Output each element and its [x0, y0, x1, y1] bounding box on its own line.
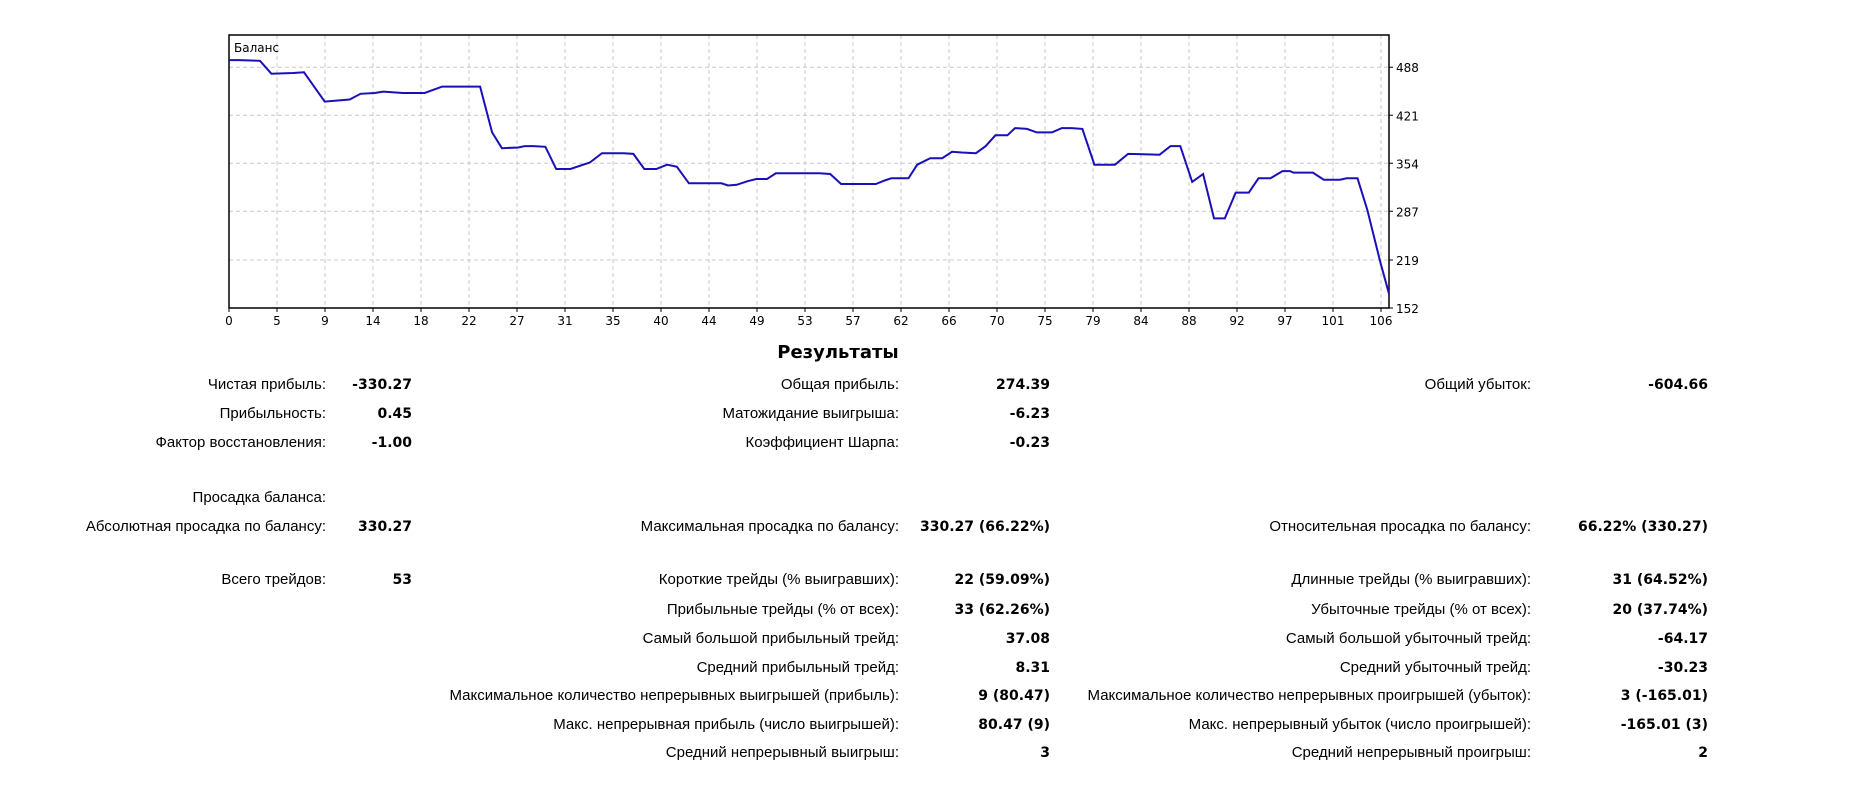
- y-tick-label: 354: [1396, 157, 1419, 171]
- result-label: Просадка баланса:: [192, 489, 326, 506]
- y-axis: 488 421 354 287 219 152: [1389, 61, 1419, 316]
- result-label: Убыточные трейды (% от всех):: [1311, 601, 1531, 618]
- x-tick-label: 53: [797, 314, 812, 328]
- x-tick-label: 35: [605, 314, 620, 328]
- balance-line: [229, 59, 1390, 294]
- result-label: Максимальная просадка по балансу:: [640, 518, 899, 535]
- result-value: 53: [392, 572, 412, 588]
- results-title: Результаты: [777, 342, 899, 363]
- result-value: -165.01 (3): [1620, 717, 1708, 733]
- result-value: 33 (62.26%): [954, 602, 1050, 618]
- result-value: 9 (80.47): [978, 688, 1050, 704]
- x-tick-label: 101: [1322, 314, 1345, 328]
- result-label: Средний убыточный трейд:: [1339, 659, 1531, 676]
- result-label: Средний непрерывный проигрыш:: [1291, 744, 1531, 761]
- result-label: Длинные трейды (% выигравших):: [1291, 571, 1531, 588]
- result-label: Относительная просадка по балансу:: [1269, 518, 1531, 535]
- result-value: -330.27: [352, 377, 412, 393]
- x-tick-label: 22: [461, 314, 476, 328]
- result-value: 330.27 (66.22%): [919, 519, 1050, 535]
- result-label: Средний непрерывный выигрыш:: [665, 744, 899, 761]
- x-tick-label: 18: [413, 314, 428, 328]
- result-label: Общая прибыль:: [780, 376, 899, 393]
- y-tick-label: 219: [1396, 254, 1419, 268]
- x-tick-label: 9: [321, 314, 329, 328]
- x-tick-label: 92: [1229, 314, 1244, 328]
- y-tick-label: 152: [1396, 302, 1419, 316]
- x-tick-label: 44: [701, 314, 716, 328]
- x-tick-label: 84: [1133, 314, 1148, 328]
- x-tick-label: 49: [749, 314, 764, 328]
- x-tick-label: 62: [893, 314, 908, 328]
- x-tick-label: 75: [1037, 314, 1052, 328]
- result-label: Общий убыток:: [1424, 376, 1531, 393]
- result-value: 66.22% (330.27): [1577, 519, 1708, 535]
- result-value: -6.23: [1009, 406, 1050, 422]
- x-tick-label: 79: [1085, 314, 1100, 328]
- x-tick-label: 40: [653, 314, 668, 328]
- result-value: 3 (-165.01): [1620, 688, 1708, 704]
- result-label: Чистая прибыль:: [207, 376, 326, 393]
- plot-border: [228, 34, 1390, 309]
- x-axis: 0 5 9 14 18 22 27 31 35 40 44 49 53 57 62 66 70 75 79 84 88 9…: [225, 308, 1392, 328]
- result-value: 22 (59.09%): [954, 572, 1050, 588]
- result-value: -0.23: [1009, 435, 1050, 451]
- result-value: 31 (64.52%): [1612, 572, 1708, 588]
- y-tick-label: 287: [1396, 205, 1419, 219]
- x-tick-label: 66: [941, 314, 956, 328]
- result-label: Прибыльность:: [219, 405, 326, 422]
- chart-grid: [229, 35, 1389, 308]
- result-value: 20 (37.74%): [1612, 602, 1708, 618]
- x-tick-label: 27: [509, 314, 524, 328]
- result-value: 37.08: [1005, 631, 1050, 647]
- x-tick-label: 88: [1181, 314, 1196, 328]
- result-label: Абсолютная просадка по балансу:: [85, 518, 326, 535]
- result-value: -30.23: [1657, 660, 1708, 676]
- chart-title: Баланс: [234, 41, 279, 55]
- result-label: Прибыльные трейды (% от всех):: [666, 601, 899, 618]
- result-value: 3: [1040, 745, 1050, 761]
- y-tick-label: 488: [1396, 61, 1419, 75]
- x-tick-label: 31: [557, 314, 572, 328]
- result-label: Короткие трейды (% выигравших):: [658, 571, 899, 588]
- result-value: 0.45: [377, 406, 412, 422]
- result-label: Средний прибыльный трейд:: [696, 659, 899, 676]
- result-value: 8.31: [1015, 660, 1050, 676]
- result-value: 80.47 (9): [978, 717, 1050, 733]
- x-tick-label: 0: [225, 314, 233, 328]
- x-tick-label: 97: [1277, 314, 1292, 328]
- result-label: Самый большой убыточный трейд:: [1285, 630, 1531, 647]
- result-value: 330.27: [357, 519, 412, 535]
- result-label: Макс. непрерывная прибыль (число выигрыш…: [553, 716, 899, 733]
- result-label: Максимальное количество непрерывных прои…: [1087, 687, 1531, 704]
- result-label: Максимальное количество непрерывных выиг…: [449, 687, 899, 704]
- result-value: -1.00: [371, 435, 412, 451]
- y-tick-label: 421: [1396, 109, 1419, 123]
- result-value: -64.17: [1657, 631, 1708, 647]
- result-label: Макс. непрерывный убыток (число проигрыш…: [1188, 716, 1531, 733]
- x-tick-label: 14: [365, 314, 380, 328]
- x-tick-label: 5: [273, 314, 281, 328]
- result-label: Коэффициент Шарпа:: [745, 434, 900, 451]
- x-tick-label: 57: [845, 314, 860, 328]
- balance-chart: Баланс 0 5 9 14 18 22 27 31 35 40 44 49 53 57 62 66 70 75…: [225, 34, 1419, 328]
- result-value: 2: [1698, 745, 1708, 761]
- x-tick-label: 70: [989, 314, 1004, 328]
- result-value: 274.39: [995, 377, 1050, 393]
- result-label: Фактор восстановления:: [155, 434, 326, 451]
- result-label: Самый большой прибыльный трейд:: [642, 630, 899, 647]
- result-label: Матожидание выигрыша:: [722, 405, 900, 422]
- result-value: -604.66: [1648, 377, 1708, 393]
- result-label: Всего трейдов:: [221, 571, 326, 588]
- x-tick-label: 106: [1370, 314, 1393, 328]
